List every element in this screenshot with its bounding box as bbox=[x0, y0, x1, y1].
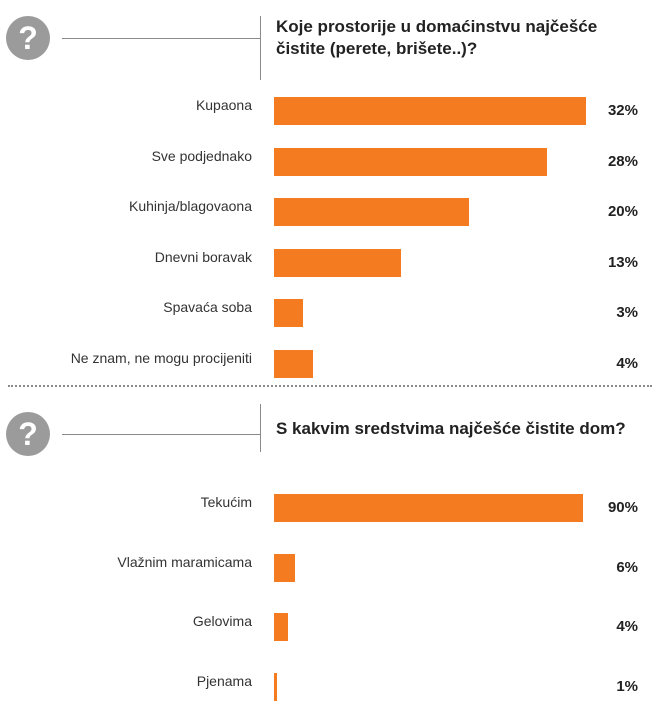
bar-value-label: 3% bbox=[616, 304, 638, 321]
bar-value-label: 4% bbox=[616, 618, 638, 635]
bar-value-label: 28% bbox=[607, 152, 638, 170]
bar-value-label: 1% bbox=[616, 677, 638, 695]
bar-label: Pjenama bbox=[196, 672, 252, 689]
bar-value-label: 13% bbox=[607, 253, 638, 271]
bar-label: Ne znam, ne mogu procijeniti bbox=[70, 349, 252, 366]
bar-value-label: 32% bbox=[607, 102, 638, 119]
bar-label: Gelovima bbox=[192, 613, 252, 629]
bar bbox=[274, 613, 288, 641]
bar-value-label: 6% bbox=[616, 558, 638, 576]
bar bbox=[274, 349, 313, 378]
bar bbox=[274, 97, 586, 125]
question-mark-icon: ? bbox=[6, 16, 50, 60]
bar bbox=[274, 248, 401, 277]
bar-label: Sve podjednako bbox=[151, 147, 252, 164]
question-mark-icon: ? bbox=[6, 412, 50, 456]
header-rule bbox=[62, 38, 260, 39]
bar bbox=[274, 198, 469, 226]
bar bbox=[274, 147, 547, 176]
header-divider bbox=[260, 16, 261, 80]
header-divider bbox=[260, 404, 261, 452]
bar-label: Kupaona bbox=[195, 97, 252, 113]
bar-value-label: 4% bbox=[616, 354, 638, 372]
bar bbox=[274, 672, 278, 701]
bar-label: Dnevni boravak bbox=[154, 248, 252, 265]
bar-label: Spavaća soba bbox=[163, 299, 252, 315]
chart-2-title: S kakvim sredstvima najčešće čistite dom… bbox=[276, 419, 626, 438]
bar-value-label: 90% bbox=[607, 499, 638, 516]
header-rule bbox=[62, 434, 260, 435]
chart-1-title: Koje prostorije u domaćinstvu najčešće č… bbox=[276, 17, 598, 58]
bar bbox=[274, 553, 295, 582]
bar bbox=[274, 494, 583, 522]
bar-value-label: 20% bbox=[607, 203, 638, 220]
bar bbox=[274, 299, 304, 327]
section-divider bbox=[8, 385, 652, 387]
bar-label: Tekućim bbox=[200, 494, 252, 510]
bar-label: Vlažnim maramicama bbox=[117, 553, 252, 570]
bar-label: Kuhinja/blagovaona bbox=[129, 198, 252, 214]
